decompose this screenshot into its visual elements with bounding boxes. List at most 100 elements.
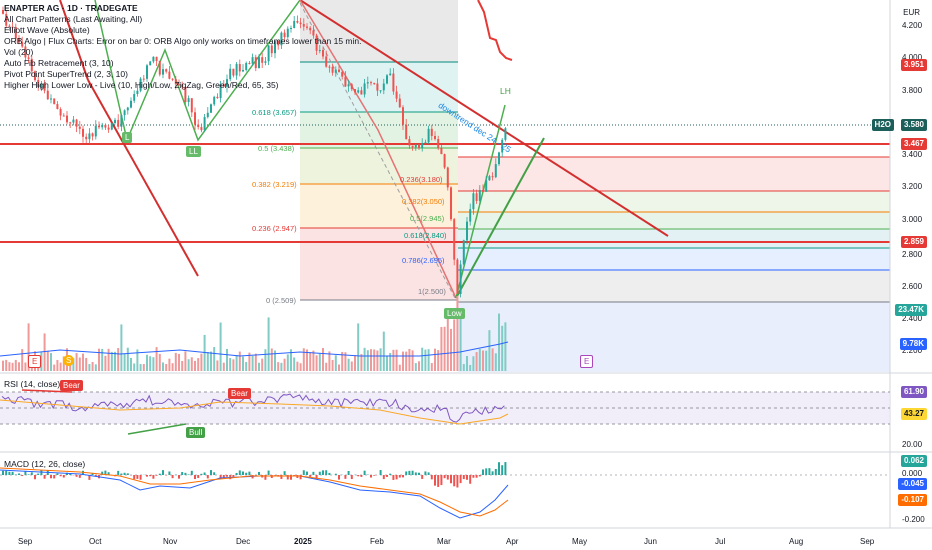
indicator-legend-0[interactable]: All Chart Patterns (Last Awaiting, All) <box>4 14 143 24</box>
indicator-legend-2[interactable]: ORB Algo | Flux Charts: Error on bar 0: … <box>4 36 362 46</box>
macd-hist-bar <box>82 470 84 475</box>
volume-bar <box>418 361 420 371</box>
candle-body <box>424 142 427 144</box>
candle-body <box>146 65 148 79</box>
volume-bar <box>8 362 11 371</box>
macd-hist-bar <box>158 473 161 475</box>
candle-body <box>299 22 302 25</box>
candle-body <box>107 127 110 130</box>
macd-hist-bar <box>245 472 248 475</box>
volume-bar <box>302 348 305 371</box>
rsi-legend[interactable]: RSI (14, close) <box>4 379 61 389</box>
price-axis-label: 2.200 <box>902 346 923 355</box>
macd-hist-bar <box>43 475 46 479</box>
candle-body <box>414 144 417 148</box>
macd-legend[interactable]: MACD (12, 26, close) <box>4 459 86 469</box>
macd-hist-bar <box>434 475 436 486</box>
candle-body <box>66 115 68 123</box>
volume-bar <box>347 358 350 371</box>
volume-bar <box>142 364 145 371</box>
candle-body <box>261 57 264 63</box>
volume-bar <box>357 323 360 371</box>
candle-body <box>488 176 491 181</box>
indicator-legend-3[interactable]: Vol (20) <box>4 47 34 57</box>
candle-body <box>245 62 248 71</box>
candle-body <box>373 82 376 84</box>
candle-body <box>136 90 139 94</box>
candle-body <box>309 27 312 31</box>
volume-bar <box>258 362 260 371</box>
candle-body <box>117 119 120 127</box>
candle-body <box>53 98 56 105</box>
macd-hist-bar <box>94 475 97 477</box>
candle-body <box>75 119 78 127</box>
volume-bar <box>318 353 321 371</box>
volume-bar <box>88 364 91 371</box>
rsi-value-tag: 61.90 <box>900 386 927 398</box>
fib2-zone-blue <box>458 248 890 270</box>
candle-body <box>331 66 334 73</box>
volume-bar <box>430 363 433 371</box>
rsi-bear-div <box>21 389 73 393</box>
candle-body <box>43 83 46 91</box>
macd-hist-bar <box>203 472 206 475</box>
candle-body <box>312 30 315 36</box>
volume-bar <box>360 354 363 371</box>
macd-hist-bar <box>312 471 315 475</box>
candle-body <box>133 93 136 101</box>
price-axis-label: 2.600 <box>902 282 923 291</box>
indicator-legend-6[interactable]: Higher High Lower Low - Live (10, High/L… <box>4 80 279 90</box>
volume-bar <box>312 350 315 371</box>
fib2-zone-green <box>458 212 890 229</box>
macd-signal-tag: -0.107 <box>898 494 927 506</box>
low-tag: Low <box>444 308 465 319</box>
macd-hist-bar <box>184 472 187 475</box>
candle-body <box>251 57 254 64</box>
earnings-marker[interactable]: E <box>580 355 594 368</box>
price-tag-volume-ma: 9.78K <box>899 338 927 350</box>
macd-hist-bar <box>91 473 94 475</box>
fib-label: 0.786(2.695) <box>402 256 445 265</box>
volume-bar <box>245 362 248 371</box>
macd-hist-bar <box>75 475 78 477</box>
date-label: 2025 <box>294 537 312 546</box>
currency-label[interactable]: EUR <box>903 8 920 17</box>
candle-body <box>363 83 366 95</box>
candle-body <box>405 124 408 140</box>
volume-bar <box>171 363 174 371</box>
date-label: Dec <box>236 537 251 546</box>
volume-bar <box>386 355 388 371</box>
indicator-legend-5[interactable]: Pivot Point SuperTrend (2, 3, 10) <box>4 69 128 79</box>
volume-bar <box>235 354 238 371</box>
macd-hist-bar <box>421 475 424 479</box>
volume-bar <box>270 348 273 371</box>
indicator-legend-1[interactable]: Elliott Wave (Absolute) <box>4 25 90 35</box>
candle-body <box>200 127 203 131</box>
downtrend-line <box>299 0 669 237</box>
volume-bar <box>110 351 113 371</box>
indicator-legend-4[interactable]: Auto Fib Retracement (3, 10) <box>4 58 114 68</box>
candle-body <box>46 90 49 100</box>
macd-hist-bar <box>389 473 392 475</box>
macd-hist-bar <box>488 468 491 475</box>
symbol-title[interactable]: ENAPTER AG · 1D · TRADEGATE <box>4 3 138 13</box>
earnings-marker[interactable]: E <box>28 355 42 368</box>
macd-hist-bar <box>280 475 283 480</box>
macd-hist-bar <box>475 475 478 478</box>
candle-body <box>427 128 430 143</box>
volume-bar <box>306 349 308 371</box>
volume-bar <box>72 358 75 371</box>
volume-bar <box>466 356 468 371</box>
candle-body <box>418 144 420 149</box>
macd-hist-bar <box>149 475 152 477</box>
price-tag-volume: 23.47K <box>895 304 927 316</box>
volume-bar <box>469 364 472 371</box>
split-marker[interactable]: S <box>63 355 75 366</box>
macd-hist-bar <box>11 471 14 475</box>
macd-hist-bar <box>14 474 17 475</box>
candles <box>2 6 507 298</box>
candle-body <box>318 49 321 51</box>
candle-body <box>142 78 145 80</box>
candle-body <box>389 73 392 76</box>
